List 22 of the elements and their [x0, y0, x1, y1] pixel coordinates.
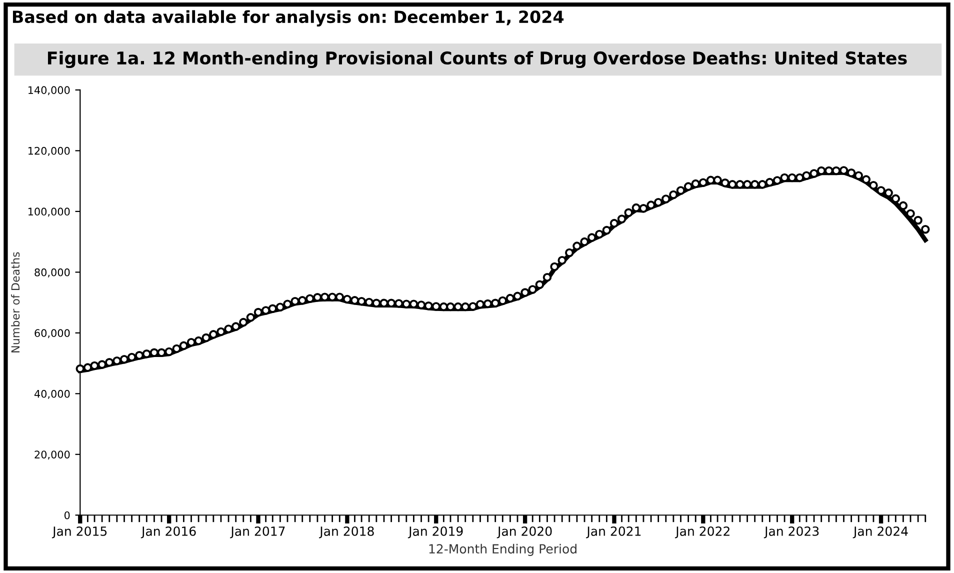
x-tick-label: Jan 2015	[52, 526, 107, 538]
x-tick-label: Jan 2021	[586, 526, 641, 538]
chart-title: Figure 1a. 12 Month-ending Provisional Counts of Drug Overdose Deaths: United States	[48, 51, 907, 68]
y-axis-title: Number of Deaths	[11, 252, 20, 352]
x-tick-label: Jan 2018	[319, 526, 374, 538]
y-tick-label: 80,000	[34, 268, 70, 278]
x-tick-label: Jan 2023	[764, 526, 819, 538]
x-tick-label: Jan 2020	[496, 526, 552, 538]
y-tick-label: 20,000	[34, 450, 70, 460]
y-tick-label: 0	[64, 511, 70, 520]
y-tick-label: 40,000	[34, 390, 70, 399]
y-tick-label: 100,000	[28, 208, 70, 217]
x-tick-label: Jan 2024	[852, 526, 908, 538]
x-tick-label: Jan 2016	[140, 526, 196, 538]
y-tick-label: 60,000	[34, 329, 70, 338]
y-tick-label: 120,000	[28, 146, 70, 156]
x-tick-label: Jan 2019	[408, 526, 463, 538]
text: Based on data available for analysis on: December 1, 2024	[12, 10, 564, 26]
x-tick-label: Jan 2017	[230, 526, 285, 538]
x-tick-label: Jan 2022	[674, 526, 730, 538]
x-axis-title: 12-Month Ending Period	[429, 544, 576, 556]
y-tick-label: 140,000	[28, 86, 70, 96]
